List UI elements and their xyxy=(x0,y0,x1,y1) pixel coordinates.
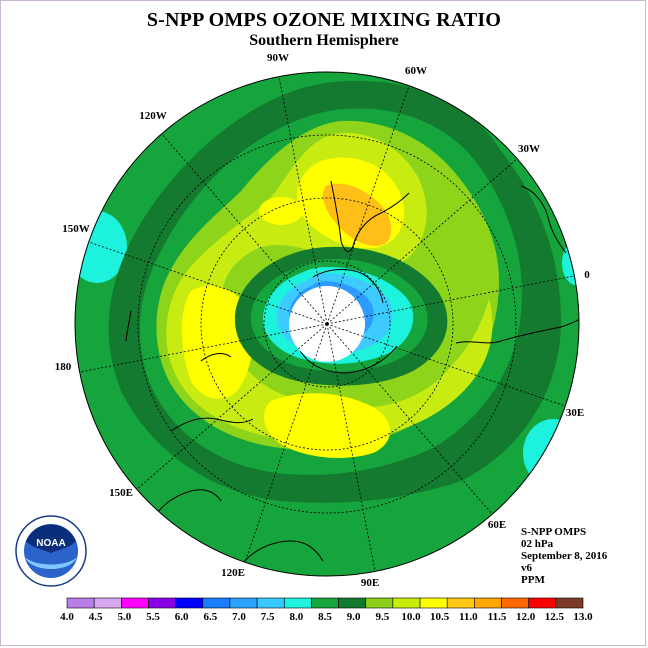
longitude-labels: 90W 60W 30W 0 30E 60E 90E 120E 150E 180 … xyxy=(55,52,591,589)
logo-wave-icon xyxy=(25,557,77,569)
colorbar-swatch xyxy=(229,597,258,609)
colorbar-tick-label: 10.0 xyxy=(401,611,421,623)
colorbar-tick-label: 9.0 xyxy=(347,611,361,623)
colorbar-tick-label: 11.5 xyxy=(488,611,507,623)
latitude-circle xyxy=(137,134,517,514)
logo-bird-icon xyxy=(26,524,76,553)
colorbar-swatch xyxy=(93,597,122,609)
colorbar-swatch xyxy=(501,597,529,609)
colorbar-tick-label: 11.0 xyxy=(459,611,478,623)
colorbar-tick-label: 4.5 xyxy=(89,611,103,623)
lon-label: 120W xyxy=(139,110,167,122)
colorbar-tick-label: 12.5 xyxy=(545,611,565,623)
colorbar-swatch xyxy=(419,597,448,609)
colorbar-tick-label: 5.5 xyxy=(146,611,160,623)
meridian-line xyxy=(326,85,410,325)
cyan-patch-southeast xyxy=(523,419,579,487)
lon-label: 90E xyxy=(361,577,379,589)
meridian-line xyxy=(326,275,575,325)
colorbar-swatch xyxy=(446,597,475,609)
info-instrument: S-NPP OMPS xyxy=(521,526,587,538)
meridian-line xyxy=(88,241,328,325)
colorbar-tick-label: 8.0 xyxy=(289,611,303,623)
map-subtitle: Southern Hemisphere xyxy=(249,32,399,49)
meridian-line xyxy=(79,323,328,373)
colorbar-tick-label: 9.5 xyxy=(375,611,389,623)
colorbar-swatch xyxy=(474,597,502,609)
colorbar-swatch xyxy=(121,597,149,609)
info-pressure: 02 hPa xyxy=(521,538,554,550)
meridian-line xyxy=(136,323,328,490)
graticule xyxy=(79,76,575,572)
colorbar-tick-label: 12.0 xyxy=(516,611,536,623)
lon-label: 120E xyxy=(221,567,245,579)
meridian-line xyxy=(326,323,376,572)
info-units: PPM xyxy=(521,574,545,586)
info-block: S-NPP OMPS 02 hPa September 8, 2016 v6 P… xyxy=(521,526,607,586)
lon-label: 180 xyxy=(55,361,72,373)
lon-label: 60E xyxy=(488,519,506,531)
lon-label: 60W xyxy=(405,65,427,77)
colorbar-swatch xyxy=(175,597,204,609)
orange-region xyxy=(322,183,392,246)
yellow-region-south xyxy=(264,393,391,458)
colorbar-swatch xyxy=(283,597,312,609)
colorbar-tick-label: 6.5 xyxy=(203,611,217,623)
map-boundary xyxy=(74,71,580,577)
lon-label: 90W xyxy=(267,52,289,64)
colorbar-swatch xyxy=(66,597,95,609)
colorbar-tick-label: 8.5 xyxy=(318,611,332,623)
meridian-line xyxy=(326,323,493,515)
yellow-region-small xyxy=(259,197,303,225)
lon-label: 30E xyxy=(566,407,584,419)
yellow-green-region xyxy=(166,132,493,442)
colorbar-tick-label: 6.0 xyxy=(175,611,189,623)
lon-label: 0 xyxy=(584,269,590,281)
lon-label: 150W xyxy=(62,223,90,235)
colorbar-tick-label: 7.0 xyxy=(232,611,246,623)
colorbar-tick-label: 5.0 xyxy=(117,611,131,623)
colorbar-swatch xyxy=(256,597,285,609)
logo-text: NOAA xyxy=(36,538,65,549)
info-date: September 8, 2016 xyxy=(521,550,608,562)
colorbar-swatch xyxy=(555,597,584,609)
colorbar-swatch xyxy=(148,597,176,609)
coastlines xyxy=(125,180,579,567)
map-title: S-NPP OMPS OZONE MIXING RATIO xyxy=(146,9,502,31)
lon-label: 30W xyxy=(518,143,540,155)
noaa-logo: NOAA xyxy=(15,515,87,587)
colorbar-swatch xyxy=(528,597,557,609)
colorbar-swatch xyxy=(202,597,231,609)
colorbar-swatch xyxy=(392,597,421,609)
colorbar-tick-label: 4.0 xyxy=(60,611,74,623)
latitude-circle xyxy=(200,197,454,451)
info-version: v6 xyxy=(521,562,532,574)
meridian-line xyxy=(326,323,566,407)
colorbar-swatch xyxy=(365,597,394,609)
meridian-line xyxy=(326,158,518,325)
colorbar-tick-label: 10.5 xyxy=(430,611,450,623)
colorbar-tick-label: 13.0 xyxy=(573,611,593,623)
meridian-line xyxy=(244,323,328,563)
colorbar-tick-label: 7.5 xyxy=(261,611,275,623)
lon-label: 150E xyxy=(109,487,133,499)
meridian-line xyxy=(161,133,328,325)
colorbar: 4.0 4.5 5.0 5.5 6.0 6.5 7.0 7.5 8.0 8.5 9.0 9.5 10.0… xyxy=(60,597,593,623)
colorbar-swatch xyxy=(338,597,367,609)
meridian-line xyxy=(278,76,328,325)
colorbar-swatch xyxy=(311,597,339,609)
latitude-circle xyxy=(263,260,391,388)
